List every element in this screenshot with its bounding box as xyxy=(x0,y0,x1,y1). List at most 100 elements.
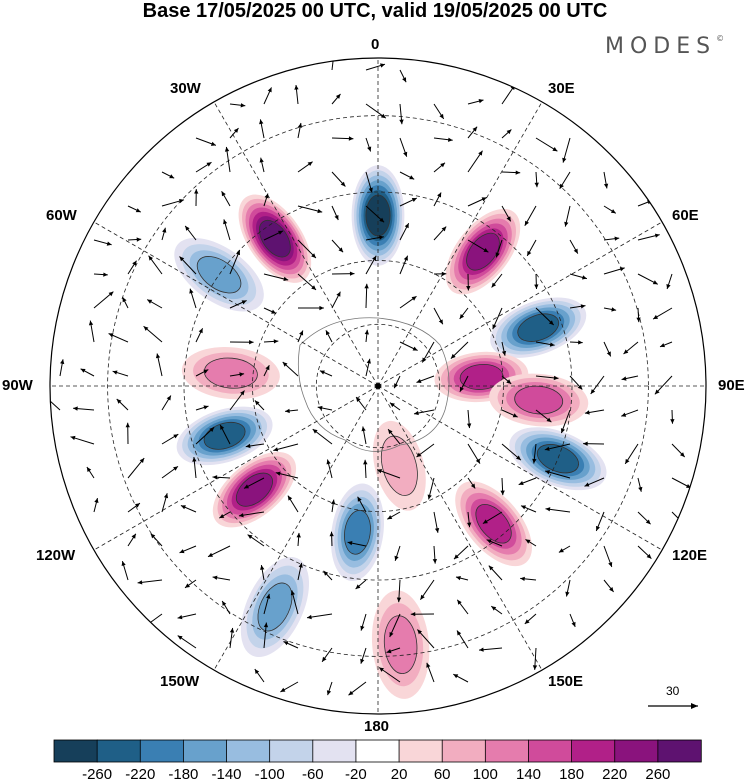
wind-arrow xyxy=(221,600,231,615)
wind-arrow xyxy=(413,409,435,416)
colorbar-tick-label: -20 xyxy=(345,766,367,783)
wind-arrow xyxy=(583,441,605,446)
colorbar-tick-label: -60 xyxy=(301,766,324,783)
wind-arrow xyxy=(524,205,537,226)
wind-arrow xyxy=(50,394,61,411)
wind-arrow xyxy=(179,545,197,554)
meridian-line xyxy=(377,385,663,551)
wind-arrow xyxy=(150,533,163,547)
wind-arrow xyxy=(195,426,215,445)
wind-arrow xyxy=(432,545,437,564)
wind-arrow xyxy=(559,171,571,190)
lon-label-150w: 150W xyxy=(160,673,200,690)
wind-arrow xyxy=(195,405,209,411)
colorbar-swatch xyxy=(96,739,141,763)
lon-label-120w: 120W xyxy=(36,547,76,564)
lon-label-30w: 30W xyxy=(170,80,201,97)
wind-arrow xyxy=(569,239,579,254)
wind-arrow xyxy=(520,576,537,581)
wind-arrow xyxy=(491,605,503,615)
wind-arrow xyxy=(486,539,503,547)
colorbar-swatch xyxy=(139,739,185,763)
wind-arrow xyxy=(245,443,265,449)
wind-arrow xyxy=(229,390,245,411)
wind-arrow xyxy=(331,93,341,105)
colorbar-swatch xyxy=(571,739,616,763)
wind-arrow xyxy=(419,579,435,600)
wind-arrow xyxy=(177,635,197,649)
wind-arrow xyxy=(184,225,197,241)
lon-label-0: 0 xyxy=(371,36,380,53)
wind-arrow xyxy=(501,443,522,461)
brand-mark: © xyxy=(716,34,725,43)
wind-arrow xyxy=(482,511,503,525)
wind-arrow xyxy=(161,395,172,411)
wind-arrow xyxy=(467,477,476,489)
colorbar-swatch xyxy=(53,739,98,763)
wind-arrow xyxy=(492,307,503,330)
wind-arrow xyxy=(433,226,447,241)
map-title: Base 17/05/2025 00 UTC, valid 19/05/2025… xyxy=(142,0,608,22)
wind-arrow xyxy=(331,291,341,309)
wind-arrow xyxy=(637,273,659,285)
wind-arrow xyxy=(86,466,95,479)
wind-arrow xyxy=(297,205,323,214)
wind-arrow xyxy=(603,579,614,593)
wind-arrow xyxy=(399,255,409,275)
wind-arrow xyxy=(127,457,145,479)
wind-arrow xyxy=(285,408,299,414)
wind-arrow xyxy=(378,667,401,683)
wind-arrow xyxy=(467,150,483,173)
wind-arrow xyxy=(376,469,401,479)
wind-arrow xyxy=(558,545,571,553)
wind-arrow xyxy=(195,328,204,343)
wind-arrow xyxy=(394,545,401,561)
wind-arrow xyxy=(263,273,289,281)
wind-arrow xyxy=(355,396,367,411)
wind-arrow xyxy=(331,205,339,221)
wind-arrow xyxy=(212,575,231,581)
wind-arrow xyxy=(229,103,246,108)
wind-arrow xyxy=(298,305,324,311)
wind-arrow xyxy=(361,426,367,445)
wind-arrow xyxy=(590,375,605,395)
colorbar-tick-label: 20 xyxy=(390,766,408,783)
meridian-line xyxy=(213,101,379,387)
wind-arrow xyxy=(535,409,552,423)
wind-arrow xyxy=(399,103,404,125)
wind-arrow xyxy=(603,341,612,357)
south-pole-marker xyxy=(375,383,381,389)
colorbar-tick-label: 180 xyxy=(559,766,585,783)
wind-arrow xyxy=(603,171,609,189)
wind-arrow xyxy=(70,435,95,445)
wind-arrow xyxy=(122,296,129,309)
wind-arrow xyxy=(534,171,539,188)
wind-arrow xyxy=(243,477,265,489)
wind-arrow xyxy=(399,222,410,241)
colorbar-swatch xyxy=(528,739,573,763)
wind-arrow xyxy=(195,161,212,173)
wind-arrow xyxy=(467,511,472,528)
wind-arrow xyxy=(137,579,163,585)
anomaly-center-5 xyxy=(489,373,589,427)
colorbar-swatch xyxy=(484,739,530,763)
lon-label-60w: 60W xyxy=(46,207,77,224)
colorbar-tick-label: -140 xyxy=(211,766,242,783)
anomaly-center-15 xyxy=(372,420,426,511)
wind-arrow xyxy=(93,497,99,513)
latitude-circle xyxy=(183,191,573,581)
wind-arrow xyxy=(161,493,169,513)
wind-arrow xyxy=(535,307,555,326)
wind-arrow xyxy=(194,189,199,207)
wind-arrow xyxy=(433,307,444,325)
wind-arrow xyxy=(161,433,179,445)
wind-arrow xyxy=(229,340,254,345)
colorbar xyxy=(53,739,702,763)
wind-arrow xyxy=(399,137,408,157)
colorbar-swatch xyxy=(441,739,487,763)
latitude-circle xyxy=(315,323,441,449)
wind-arrow xyxy=(329,531,334,547)
colorbar-tick-label: -220 xyxy=(125,766,156,783)
wind-vectors xyxy=(50,58,692,696)
wind-arrow xyxy=(524,613,537,625)
